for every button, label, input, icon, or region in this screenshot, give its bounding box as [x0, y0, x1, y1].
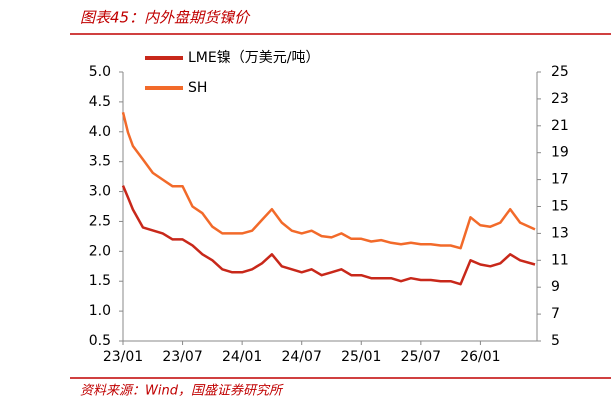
x-tick-label: 23/07 — [162, 349, 202, 365]
x-tick-label: 24/07 — [282, 349, 322, 365]
series-line — [121, 111, 536, 250]
y2-tick-label: 17 — [551, 172, 569, 188]
y-tick-label: 5.0 — [89, 64, 111, 80]
y-tick-label: 2.0 — [89, 243, 111, 259]
y-tick-label: 1.0 — [89, 303, 111, 319]
x-tick-label: 25/01 — [341, 349, 381, 365]
y-tick-label: 4.0 — [89, 124, 111, 140]
y-tick-label: 1.5 — [89, 273, 111, 289]
y2-tick-label: 21 — [551, 118, 569, 134]
legend-label: SH — [188, 80, 207, 96]
series-line — [121, 185, 536, 286]
y2-tick-label: 25 — [551, 64, 569, 80]
y2-tick-label: 11 — [551, 252, 569, 268]
y-tick-label: 2.5 — [89, 213, 111, 229]
x-tick-label: 23/01 — [103, 349, 143, 365]
y2-tick-label: 13 — [551, 225, 569, 241]
y-tick-label: 4.5 — [89, 94, 111, 110]
y2-tick-label: 19 — [551, 145, 569, 161]
y-tick-label: 3.5 — [89, 154, 111, 170]
x-tick-label: 25/07 — [401, 349, 441, 365]
y-tick-label: 0.5 — [89, 333, 111, 349]
source: 资料来源：Wind，国盛证券研究所 — [80, 383, 284, 399]
y2-tick-label: 5 — [551, 333, 560, 349]
legend-label: LME镍（万美元/吨） — [188, 50, 319, 66]
y2-tick-label: 9 — [551, 279, 560, 295]
y2-tick-label: 7 — [551, 306, 560, 322]
y-tick-label: 3.0 — [89, 184, 111, 200]
chart-title: 图表45：内外盘期货镍价 — [80, 9, 251, 27]
y2-tick-label: 15 — [551, 199, 569, 215]
x-tick-label: 26/01 — [460, 349, 500, 365]
y2-tick-label: 23 — [551, 91, 569, 107]
x-tick-label: 24/01 — [222, 349, 262, 365]
